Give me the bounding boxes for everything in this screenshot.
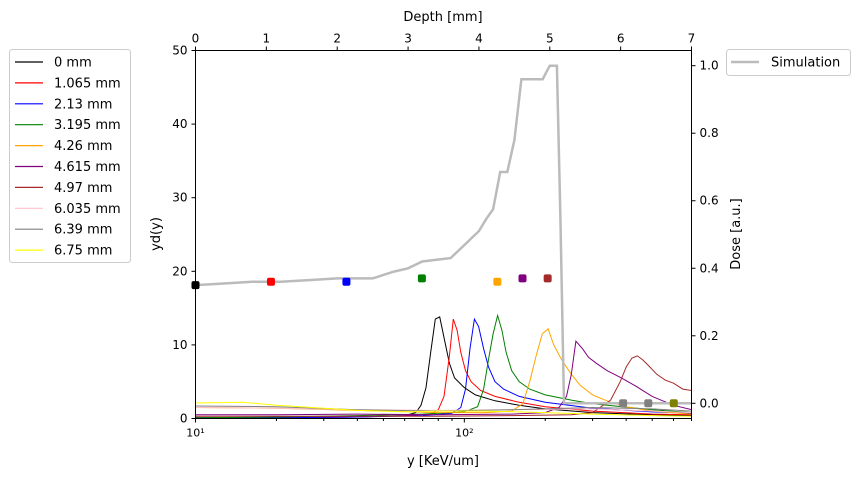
right-axis-label: Dose [a.u.]: [729, 198, 744, 269]
top-tick-label: 5: [546, 32, 554, 46]
depth-marker: [543, 274, 552, 283]
legend-label: 4.97 mm: [54, 181, 112, 196]
y-axis-label: yd(y): [149, 217, 164, 251]
series-line: [195, 317, 692, 419]
right-tick-label: 1.0: [700, 59, 719, 73]
legend-label: 4.615 mm: [54, 160, 121, 175]
y-tick-label: 10: [172, 338, 187, 352]
series-line: [195, 318, 692, 419]
right-tick-label: 0.2: [700, 329, 719, 343]
depth-marker: [493, 277, 502, 286]
legend-label: 6.39 mm: [54, 223, 112, 238]
simulation-line: [195, 64, 692, 405]
y-tick-label: 20: [172, 264, 187, 278]
series-line: [195, 313, 692, 419]
legend-right: Simulation: [726, 49, 851, 76]
series-line: [195, 355, 692, 417]
depth-marker: [518, 274, 527, 283]
depth-marker: [417, 274, 426, 283]
legend-box: [726, 49, 851, 76]
right-tick-label: 0.0: [700, 396, 719, 410]
top-tick-label: 6: [617, 32, 625, 46]
legend-box: [9, 49, 131, 263]
series-line: [195, 405, 692, 412]
legend-label: Simulation: [771, 56, 840, 71]
top-tick-label: 7: [688, 32, 696, 46]
right-tick-label: 0.6: [700, 194, 719, 208]
legend-label: 3.195 mm: [54, 118, 121, 133]
top-tick-label: 3: [404, 32, 412, 46]
legend-left: 0 mm 1.065 mm 2.13 mm 3.195 mm 4.26 mm 4.615 …: [9, 49, 131, 263]
depth-marker: [619, 399, 628, 408]
depth-marker: [342, 277, 351, 286]
plot-frame: [195, 50, 692, 419]
legend-label: 6.035 mm: [54, 202, 121, 217]
top-tick-label: 1: [263, 32, 271, 46]
right-tick-label: 0.4: [700, 261, 719, 275]
y-tick-label: 30: [172, 191, 187, 205]
legend-label: 0 mm: [54, 56, 92, 71]
x-tick-label: 10²: [455, 427, 473, 440]
top-axis-label: Depth [mm]: [403, 10, 482, 25]
depth-marker: [669, 399, 678, 408]
y-tick-label: 50: [172, 44, 187, 58]
legend-label: 6.75 mm: [54, 244, 112, 259]
series-line: [195, 340, 692, 416]
depth-marker: [266, 277, 275, 286]
series-line: [195, 401, 692, 417]
top-tick-label: 4: [475, 32, 483, 46]
legend-label: 1.065 mm: [54, 76, 121, 91]
series-line: [195, 327, 692, 415]
depth-marker: [644, 399, 653, 408]
top-tick-label: 0: [192, 32, 200, 46]
legend-label: 2.13 mm: [54, 97, 112, 112]
y-tick-label: 40: [172, 117, 187, 131]
top-tick-label: 2: [333, 32, 341, 46]
x-tick-label: 10¹: [186, 427, 204, 440]
y-tick-label: 0: [180, 412, 188, 426]
right-tick-label: 0.8: [700, 126, 719, 140]
x-axis-label: y [KeV/um]: [407, 454, 479, 469]
legend-label: 4.26 mm: [54, 139, 112, 154]
